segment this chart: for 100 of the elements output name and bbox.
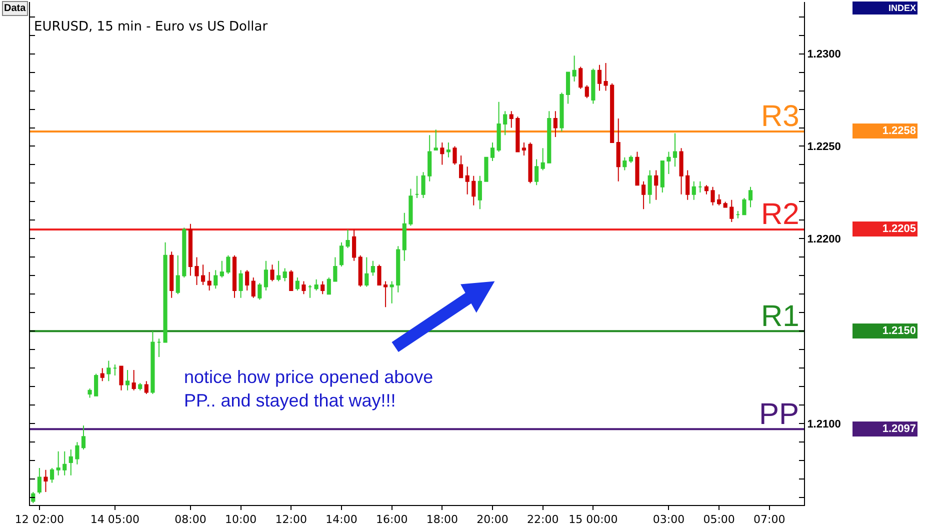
candlestick	[723, 201, 728, 208]
candlestick	[446, 142, 451, 158]
y-tick-label: 1.2250	[807, 141, 841, 154]
candlestick	[377, 264, 382, 286]
candlestick	[540, 148, 545, 171]
candlestick	[534, 158, 539, 186]
text: EURUSD, 15 min - Euro vs US Dollar	[34, 20, 268, 35]
x-tick-label: 05:00	[703, 513, 735, 526]
annotation: notice how price opened above PP.. and stayed that way!!!	[184, 367, 434, 410]
candlestick	[421, 172, 426, 199]
candlestick	[232, 254, 237, 298]
text: INDEX	[888, 3, 916, 13]
candlestick	[584, 84, 589, 99]
candlestick	[648, 170, 652, 204]
candlestick	[730, 199, 734, 223]
candlestick	[679, 148, 684, 195]
candlestick	[396, 246, 400, 293]
candlestick	[434, 129, 438, 150]
candlestick	[112, 364, 117, 376]
candlestick	[692, 180, 696, 200]
candlestick	[314, 278, 318, 291]
candlestick	[220, 260, 224, 278]
candlestick	[264, 260, 268, 291]
candlestick	[68, 449, 73, 476]
text: 1.2097	[882, 423, 916, 435]
candlestick	[484, 156, 488, 182]
candlestick	[490, 142, 495, 162]
y-tick-label: 1.2200	[807, 234, 841, 246]
candlestick	[660, 160, 664, 193]
candlestick	[156, 338, 162, 358]
candlestick	[270, 264, 274, 282]
x-tick-label: 16:00	[376, 513, 408, 526]
candlestick	[704, 184, 709, 195]
candlestick	[75, 442, 80, 465]
candlestick	[170, 251, 174, 298]
candlestick	[106, 360, 111, 382]
candlestick	[383, 280, 388, 308]
candlestick	[616, 118, 620, 182]
candlestick	[44, 469, 48, 493]
candlestick	[358, 254, 362, 288]
candlestick	[238, 270, 243, 298]
candlestick	[125, 370, 130, 391]
y-tick-label: 1.2100	[807, 418, 841, 430]
candlestick	[320, 280, 325, 295]
candlestick	[302, 280, 306, 295]
candlestick	[666, 151, 671, 174]
candlestick	[295, 277, 300, 291]
candlestick	[478, 175, 482, 210]
candlestick	[402, 212, 406, 262]
candlestick	[408, 188, 413, 226]
candlestick	[119, 366, 124, 391]
x-tick-label: 10:00	[224, 513, 257, 526]
x-tick-label: 22:00	[527, 513, 559, 526]
candlestick	[182, 227, 186, 278]
candlestick	[50, 468, 54, 484]
candlestick	[472, 175, 476, 206]
candlestick	[346, 228, 350, 248]
candlestick	[604, 62, 608, 92]
candlestick	[591, 68, 596, 104]
candlestick	[578, 66, 583, 90]
ref-line-label: R1	[761, 300, 800, 333]
candlestick	[622, 156, 627, 171]
candlestick	[686, 170, 690, 200]
candlestick	[428, 134, 432, 182]
candlestick	[465, 166, 470, 195]
candlestick	[710, 186, 715, 206]
candlestick	[214, 270, 218, 290]
text: 1.2205	[882, 223, 916, 235]
ref-line-label: PP	[759, 398, 800, 431]
candlestick	[641, 180, 646, 210]
candlestick	[553, 110, 558, 138]
candlestick	[516, 116, 520, 152]
candlestick	[81, 424, 86, 450]
candlestick	[163, 242, 168, 343]
x-tick-label: 12:00	[275, 513, 307, 526]
candlestick	[150, 330, 155, 395]
x-tick-label: 14 05:00	[90, 513, 140, 526]
candlestick	[339, 242, 344, 267]
candlestick	[88, 388, 92, 398]
candlestick	[188, 223, 193, 276]
candlestick	[282, 268, 287, 282]
candlestick	[251, 277, 256, 298]
candlestick	[736, 210, 740, 219]
x-tick-label: 18:00	[426, 513, 458, 526]
candlestick	[635, 151, 640, 186]
candlestick	[547, 110, 552, 164]
candlestick	[258, 282, 262, 300]
candlestick	[452, 146, 457, 166]
x-tick-label: 08:00	[174, 513, 206, 526]
candlestick	[94, 373, 98, 396]
candlestick	[201, 264, 206, 286]
text: Data	[4, 3, 26, 14]
candlestick	[628, 154, 633, 164]
candlestick	[742, 198, 746, 216]
candlestick	[289, 270, 294, 291]
ref-line-label: R3	[761, 100, 800, 133]
candlestick	[56, 450, 60, 476]
candlestick	[672, 132, 678, 168]
candlestick	[528, 142, 532, 184]
text: 1.2150	[882, 325, 916, 337]
